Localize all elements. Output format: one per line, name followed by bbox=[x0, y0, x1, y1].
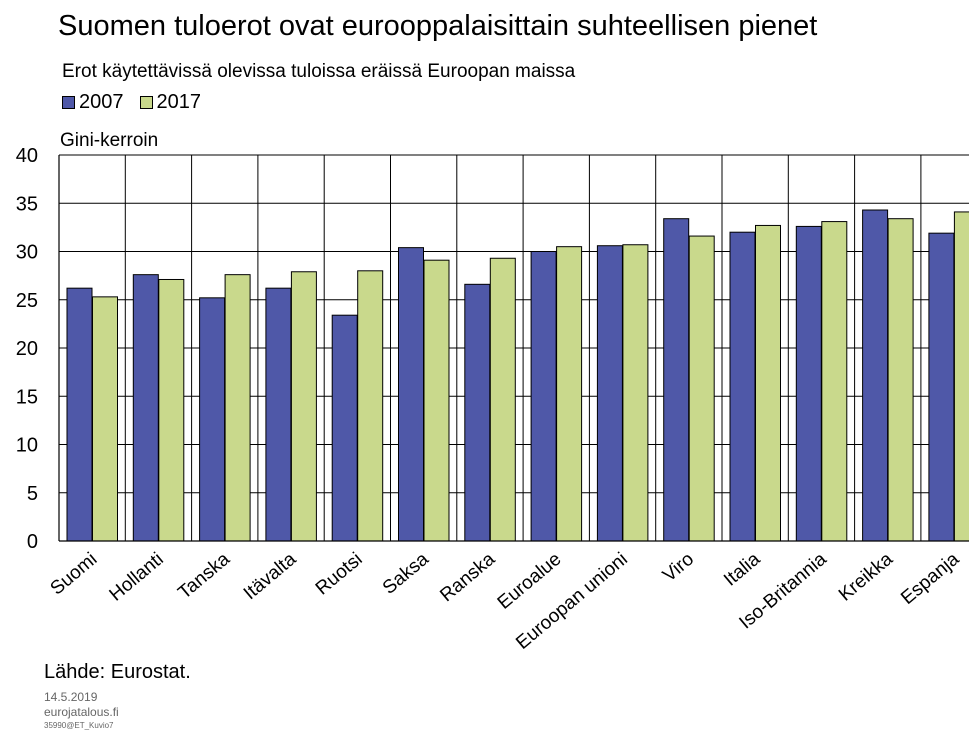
bar-2007 bbox=[729, 231, 756, 542]
bar-2017 bbox=[953, 211, 969, 542]
chart-subtitle: Erot käytettävissä olevissa tuloissa erä… bbox=[62, 61, 576, 82]
bar-2007 bbox=[132, 274, 159, 542]
x-tick-label: Ranska bbox=[436, 548, 499, 606]
legend-swatch-2007 bbox=[62, 95, 75, 109]
bar-2017 bbox=[622, 244, 649, 542]
bar-2017 bbox=[224, 274, 251, 542]
legend-item-2017: 2017 bbox=[139, 90, 202, 114]
x-tick-label: Hollanti bbox=[106, 549, 168, 606]
bar-2017 bbox=[556, 246, 583, 542]
bar-2007 bbox=[795, 225, 822, 542]
bar-2007 bbox=[331, 314, 358, 542]
bar-2007 bbox=[663, 218, 690, 542]
source-note: Lähde: Eurostat. bbox=[44, 661, 191, 683]
bar-2007 bbox=[265, 287, 292, 542]
x-tick-label: Itävalta bbox=[240, 548, 301, 604]
y-tick-label: 25 bbox=[16, 290, 38, 312]
bar-2007 bbox=[199, 297, 226, 542]
footer-date: 14.5.2019 bbox=[44, 690, 98, 704]
x-tick-label: Viro bbox=[659, 549, 698, 587]
y-tick-label: 5 bbox=[27, 483, 38, 505]
bar-2007 bbox=[596, 245, 623, 542]
legend-label-2007: 2007 bbox=[79, 90, 124, 113]
bar-2007 bbox=[464, 283, 491, 542]
bar-2017 bbox=[290, 271, 317, 542]
x-tick-label: Suomi bbox=[47, 549, 102, 600]
x-tick-label: Italia bbox=[720, 548, 765, 590]
legend-swatch-2017 bbox=[139, 95, 153, 109]
footer-code: 35990@ET_Kuvio7 bbox=[44, 721, 114, 730]
x-tick-label: Espanja bbox=[897, 548, 963, 609]
bar-2007 bbox=[530, 251, 557, 542]
bar-2017 bbox=[821, 221, 848, 542]
bar-2017 bbox=[887, 218, 914, 542]
y-axis-label: Gini-kerroin bbox=[60, 130, 159, 151]
x-tick-label: Kreikka bbox=[835, 548, 897, 605]
y-tick-label: 20 bbox=[16, 338, 38, 360]
bar-2017 bbox=[423, 259, 450, 542]
footer-site: eurojatalous.fi bbox=[44, 705, 119, 719]
bar-2007 bbox=[862, 209, 889, 542]
bar-2017 bbox=[92, 296, 118, 542]
y-tick-label: 10 bbox=[16, 435, 38, 457]
legend: 2007 2017 bbox=[62, 88, 217, 116]
x-tick-label: Ruotsi bbox=[312, 549, 367, 600]
y-tick-label: 30 bbox=[16, 242, 38, 264]
bar-2007 bbox=[66, 287, 93, 542]
bar-2017 bbox=[755, 224, 781, 542]
x-tick-label: Saksa bbox=[379, 548, 433, 598]
y-tick-label: 40 bbox=[16, 145, 38, 167]
chart-title: Suomen tuloerot ovat eurooppalaisittain … bbox=[58, 10, 818, 42]
bar-2007 bbox=[398, 247, 424, 542]
x-tick-label: Euroopan unioni bbox=[512, 549, 632, 654]
legend-label-2017: 2017 bbox=[156, 90, 202, 113]
y-tick-label: 35 bbox=[16, 193, 38, 215]
y-tick-label: 0 bbox=[27, 531, 38, 553]
bar-2017 bbox=[357, 270, 384, 542]
bar-2017 bbox=[688, 235, 715, 542]
x-tick-label: Tanska bbox=[174, 548, 234, 603]
legend-item-2007: 2007 bbox=[62, 91, 124, 114]
bar-2017 bbox=[158, 278, 185, 542]
bar-2017 bbox=[489, 257, 516, 542]
y-tick-label: 15 bbox=[16, 386, 38, 408]
bar-2007 bbox=[928, 232, 955, 542]
